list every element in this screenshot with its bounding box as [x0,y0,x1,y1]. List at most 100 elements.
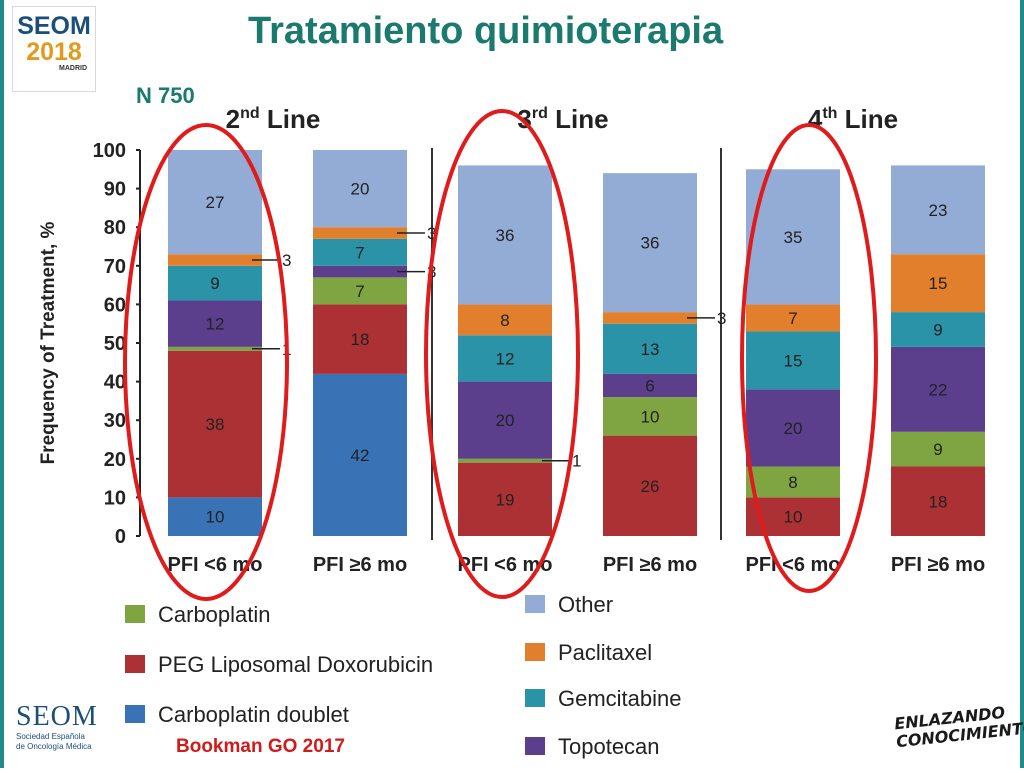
group-header: 3rd Line [517,104,608,134]
y-tick-label: 80 [104,217,126,239]
legend-swatch [525,737,545,755]
bar-segment [313,227,407,239]
data-label: 20 [496,411,515,430]
bar-segment [603,312,697,324]
bar-segment [168,150,262,255]
x-tick-label: PFI ≥6 mo [603,554,697,576]
bar-segment [603,173,697,313]
data-label: 15 [929,274,948,293]
data-label: 35 [784,228,803,247]
bar-segment [168,254,262,266]
x-tick-label: PFI ≥6 mo [891,554,985,576]
x-tick-label: PFI <6 mo [457,554,552,576]
data-label: 22 [929,380,948,399]
data-label: 3 [427,224,436,243]
bar-segment [891,254,985,313]
bar-segment [746,466,840,498]
data-label: 9 [933,320,942,339]
data-label: 15 [784,351,803,370]
y-tick-label: 90 [104,179,126,201]
bar-segment [746,304,840,332]
data-label: 18 [351,330,370,349]
legend-swatch [525,689,545,707]
seom-logo-sub2: de Oncología Médica [16,742,92,751]
bar-segment [891,431,985,467]
bar-segment [458,458,552,463]
bar-segment [168,497,262,536]
bar-segment [168,265,262,301]
data-label: 10 [641,407,660,426]
bar-segment [313,150,407,228]
bar-segment [458,304,552,336]
data-label: 3 [717,309,726,328]
y-tick-label: 20 [104,449,126,471]
data-label: 13 [641,340,660,359]
group-header: 2nd Line [226,104,321,134]
bar-segment [313,265,407,278]
bar-segment [458,165,552,305]
data-label: 1 [572,452,581,471]
bar-segment [458,335,552,382]
data-label: 8 [788,473,797,492]
data-label: 9 [933,440,942,459]
data-label: 20 [784,419,803,438]
y-tick-label: 60 [104,294,126,316]
seom-society-logo: SEOM Sociedad Española de Oncología Médi… [16,702,116,752]
left-accent-band [0,0,4,768]
data-label: 26 [641,477,660,496]
bar-segment [603,373,697,398]
right-accent-band [1020,0,1024,768]
logo-line2: 2018 [26,38,82,66]
data-label: 19 [496,490,515,509]
legend-label: Carboplatin doublet [158,702,349,727]
legend-label: Other [558,592,613,617]
seom-2018-logo: SEOM 2018 MADRID [12,6,96,92]
data-label: 12 [206,315,225,334]
legend-swatch [125,705,145,723]
sample-size-label: N 750 [136,83,195,108]
seom-logo-sub1: Sociedad Española [16,732,85,741]
data-label: 42 [351,446,370,465]
y-tick-label: 100 [93,140,126,162]
data-label: 12 [496,349,515,368]
logo-line3: MADRID [59,65,87,72]
y-tick-label: 70 [104,256,126,278]
data-label: 7 [355,243,364,262]
y-tick-label: 0 [115,526,126,548]
bar-segment [891,312,985,347]
highlight-ellipse [740,123,878,593]
legend-swatch [125,655,145,673]
y-tick-label: 50 [104,333,126,355]
data-label: 6 [645,376,654,395]
data-label: 38 [206,415,225,434]
x-tick-label: PFI <6 mo [167,554,262,576]
data-label: 8 [500,311,509,330]
y-tick-label: 30 [104,410,126,432]
y-tick-label: 10 [104,487,126,509]
bar-segment [313,304,407,374]
bar-segment [603,323,697,374]
legend-label: Carboplatin [158,602,271,627]
bar-segment [891,165,985,255]
data-label: 20 [351,180,370,199]
legend-label: Topotecan [558,734,660,759]
data-label: 7 [355,282,364,301]
highlight-ellipse [424,109,580,599]
legend-label: Paclitaxel [558,640,652,665]
stacked-bar-chart: 0 10 20 30 40 50 60 70 80 90 100 Frequency of Treat… [38,104,985,759]
legend-swatch [125,605,145,623]
chart-container: 0 10 20 30 40 50 60 70 80 90 100 Frequency of Treat… [28,92,1013,768]
data-label: 10 [206,508,225,527]
bar-segment [313,238,407,266]
bar-segment [603,397,697,436]
source-citation: Bookman GO 2017 [176,736,345,757]
bar-segment [746,331,840,390]
data-label: 10 [784,508,803,527]
bar-segment [168,346,262,351]
bar-segment [891,346,985,432]
data-label: 36 [496,226,515,245]
data-label: 18 [929,492,948,511]
y-tick-label: 40 [104,372,126,394]
logo-line1: SEOM [17,12,91,40]
data-label: 9 [210,274,219,293]
